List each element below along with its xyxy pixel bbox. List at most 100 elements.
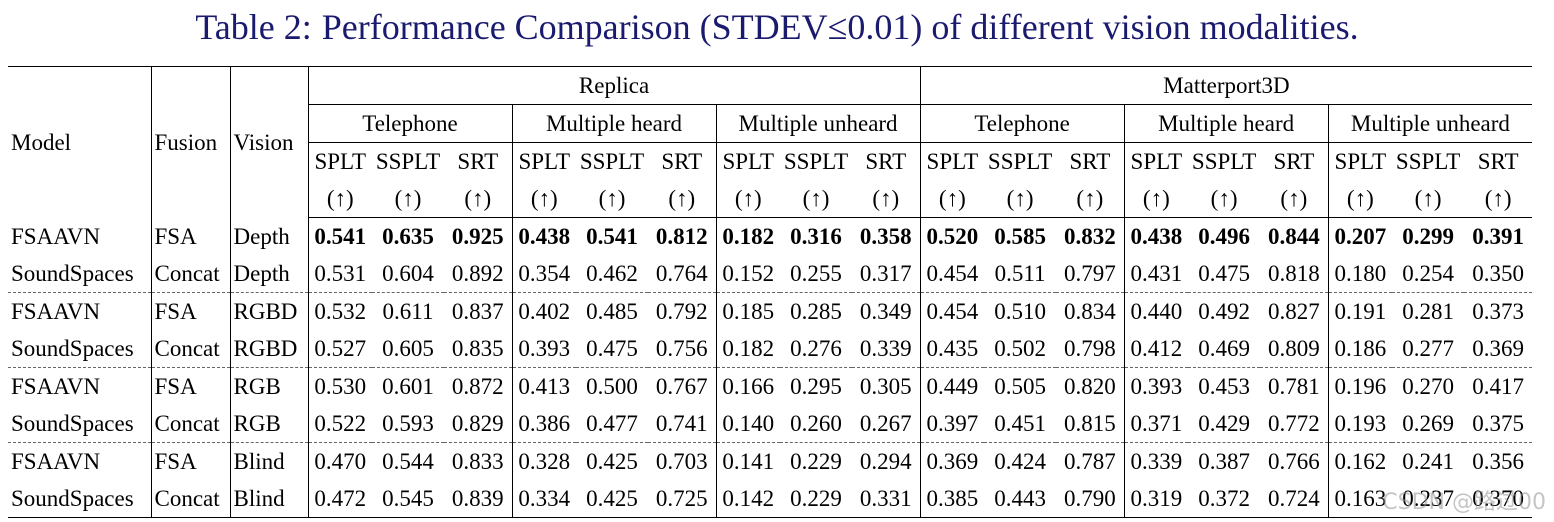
value-cell: 0.541: [307, 217, 372, 255]
table-row: FSAAVN FSA Depth 0.541 0.635 0.925 0.438 0.541 0…: [8, 217, 1532, 255]
value-cell: 0.254: [1402, 261, 1454, 286]
value-cell: 0.443: [984, 480, 1057, 518]
header-metric-srt: SRT: [865, 149, 907, 174]
value-cell: 0.328: [511, 442, 576, 480]
fusion-cell: Concat: [150, 480, 230, 518]
value-cell: 0.541: [586, 224, 638, 249]
value-cell: 0.255: [790, 261, 842, 286]
value-cell: 0.827: [1260, 292, 1329, 330]
value-cell: 0.438: [1123, 217, 1189, 255]
value-cell: 0.295: [780, 367, 852, 405]
value-cell: 0.835: [451, 336, 504, 361]
table-row: SoundSpaces Concat RGBD 0.527 0.605 0.835 0.39…: [8, 330, 1532, 368]
value-cell: 0.496: [1198, 224, 1250, 249]
header-task-multiple-heard: Multiple heard: [1123, 104, 1329, 143]
value-cell: 0.191: [1327, 292, 1393, 330]
header-task-multiple-unheard: Multiple unheard: [1327, 104, 1533, 143]
header-task-telephone: Telephone: [307, 104, 512, 143]
value-cell: 0.703: [648, 442, 716, 480]
value-cell: 0.585: [994, 224, 1046, 249]
value-cell: 0.241: [1392, 442, 1465, 480]
value-cell: 0.725: [648, 480, 716, 518]
header-metric-ssplt: SSPLT: [1191, 149, 1257, 174]
value-cell: 0.334: [511, 480, 576, 518]
header-metric-srt: SRT: [661, 149, 703, 174]
value-cell: 0.163: [1327, 480, 1393, 518]
value-cell: 0.180: [1327, 255, 1393, 293]
header-arrow: (↑): [444, 180, 512, 218]
value-cell: 0.492: [1188, 292, 1261, 330]
header-arrow: (↑): [511, 180, 576, 218]
value-cell: 0.237: [1392, 480, 1465, 518]
vision-cell: RGBD: [229, 292, 308, 330]
value-cell: 0.724: [1260, 480, 1329, 518]
value-cell: 0.260: [790, 411, 842, 436]
header-arrow: (↑): [648, 180, 716, 218]
header-metric-srt: SRT: [1069, 149, 1111, 174]
value-cell: 0.604: [382, 261, 434, 286]
value-cell: 0.186: [1327, 330, 1393, 368]
value-cell: 0.532: [307, 292, 372, 330]
table-row: SoundSpaces Concat Depth 0.531 0.604 0.892 0.3…: [8, 255, 1532, 293]
value-cell: 0.470: [307, 442, 372, 480]
table-row: FSAAVN FSA Blind 0.470 0.544 0.833 0.328 0.425 0…: [8, 442, 1533, 480]
model-cell: SoundSpaces: [11, 261, 134, 286]
value-cell: 0.635: [382, 224, 434, 249]
model-cell: FSAAVN: [8, 292, 151, 330]
header-dataset-matterport3d: Matterport3D: [919, 66, 1533, 105]
value-cell: 0.412: [1123, 330, 1189, 368]
header-metric-ssplt: SSPLT: [375, 149, 441, 174]
header-metric-splt: SPLT: [919, 142, 985, 180]
value-cell: 0.369: [919, 442, 985, 480]
fusion-cell: Concat: [150, 255, 230, 293]
header-metric-ssplt: SSPLT: [783, 149, 849, 174]
value-cell: 0.270: [1392, 367, 1465, 405]
fusion-cell: FSA: [150, 217, 230, 255]
caption-label: Table 2:: [195, 7, 312, 47]
value-cell: 0.837: [444, 292, 512, 330]
value-cell: 0.229: [780, 480, 852, 518]
header-metric-ssplt: SSPLT: [987, 149, 1053, 174]
header-metric-ssplt: SSPLT: [1395, 149, 1461, 174]
vision-cell: RGB: [229, 405, 308, 443]
value-cell: 0.462: [586, 261, 638, 286]
value-cell: 0.531: [307, 255, 372, 293]
value-cell: 0.787: [1056, 442, 1125, 480]
value-cell: 0.764: [655, 261, 708, 286]
value-cell: 0.453: [1188, 367, 1261, 405]
value-cell: 0.818: [1267, 261, 1320, 286]
vision-cell: Depth: [229, 217, 308, 255]
header-fusion: Fusion: [150, 66, 230, 218]
value-cell: 0.276: [790, 336, 842, 361]
table-row: FSAAVN FSA RGBD 0.532 0.611 0.837 0.402 0.485 0.…: [8, 292, 1533, 330]
header-metric-splt: SPLT: [1123, 142, 1189, 180]
value-cell: 0.319: [1123, 480, 1189, 518]
value-cell: 0.417: [1464, 367, 1533, 405]
value-cell: 0.451: [994, 411, 1046, 436]
header-arrow: (↑): [1123, 180, 1189, 218]
value-cell: 0.790: [1056, 480, 1125, 518]
value-cell: 0.767: [648, 367, 716, 405]
value-cell: 0.435: [919, 330, 985, 368]
value-cell: 0.162: [1327, 442, 1393, 480]
value-cell: 0.520: [919, 217, 985, 255]
header-metric-splt: SPLT: [307, 142, 372, 180]
value-cell: 0.792: [648, 292, 716, 330]
header-vision: Vision: [229, 66, 308, 218]
value-cell: 0.601: [372, 367, 444, 405]
value-cell: 0.305: [852, 367, 921, 405]
value-cell: 0.425: [576, 442, 648, 480]
value-cell: 0.832: [1063, 224, 1116, 249]
model-cell: SoundSpaces: [11, 411, 134, 436]
table-row: FSAAVN FSA RGB 0.530 0.601 0.872 0.413 0.500 0.7…: [8, 367, 1533, 405]
value-cell: 0.375: [1472, 411, 1525, 436]
header-arrow: (↑): [1392, 180, 1465, 218]
header-metric-srt: SRT: [1273, 149, 1315, 174]
value-cell: 0.829: [451, 411, 504, 436]
header-arrow: (↑): [1327, 180, 1393, 218]
value-cell: 0.510: [984, 292, 1057, 330]
header-arrow: (↑): [307, 180, 372, 218]
value-cell: 0.358: [859, 224, 912, 249]
value-cell: 0.356: [1464, 442, 1533, 480]
value-cell: 0.500: [576, 367, 648, 405]
